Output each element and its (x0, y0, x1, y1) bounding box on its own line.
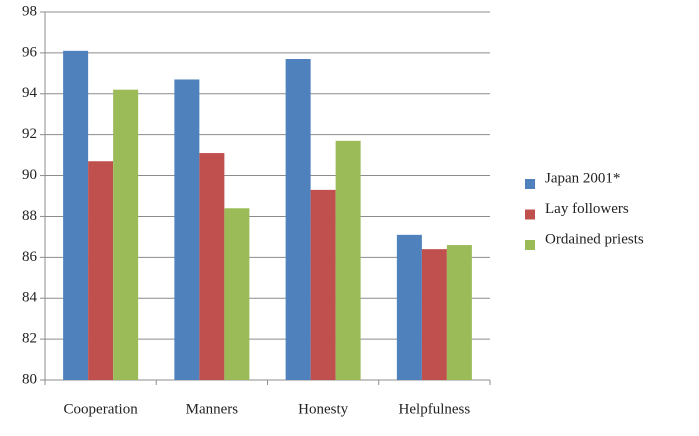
bar (63, 50, 89, 380)
legend-swatch (525, 179, 535, 189)
x-tick-label: Cooperation (64, 401, 139, 417)
x-tick-label: Honesty (298, 401, 348, 417)
legend-label: Lay followers (545, 201, 629, 217)
bar (396, 234, 422, 380)
bar (174, 79, 200, 380)
bar (446, 245, 472, 380)
bar (199, 153, 225, 380)
legend-swatch (525, 240, 535, 250)
y-tick-label: 92 (22, 126, 37, 142)
y-tick-label: 80 (22, 371, 37, 387)
bar (335, 140, 361, 380)
y-tick-label: 94 (22, 85, 38, 101)
x-tick-label: Helpfulness (399, 401, 471, 417)
bar (224, 208, 250, 380)
y-tick-label: 96 (22, 44, 38, 60)
y-tick-label: 86 (22, 249, 38, 265)
y-tick-label: 98 (22, 3, 37, 19)
bar (310, 189, 336, 380)
y-tick-label: 84 (22, 290, 38, 306)
legend-label: Japan 2001* (545, 170, 620, 186)
legend-label: Ordained priests (545, 231, 644, 247)
bar (113, 89, 139, 380)
bar (88, 161, 114, 380)
y-tick-label: 90 (22, 167, 37, 183)
bar (421, 249, 447, 380)
x-tick-label: Manners (186, 401, 239, 417)
legend-swatch (525, 209, 535, 220)
y-tick-label: 82 (22, 331, 37, 347)
y-tick-label: 88 (22, 208, 37, 224)
bar (285, 59, 311, 381)
